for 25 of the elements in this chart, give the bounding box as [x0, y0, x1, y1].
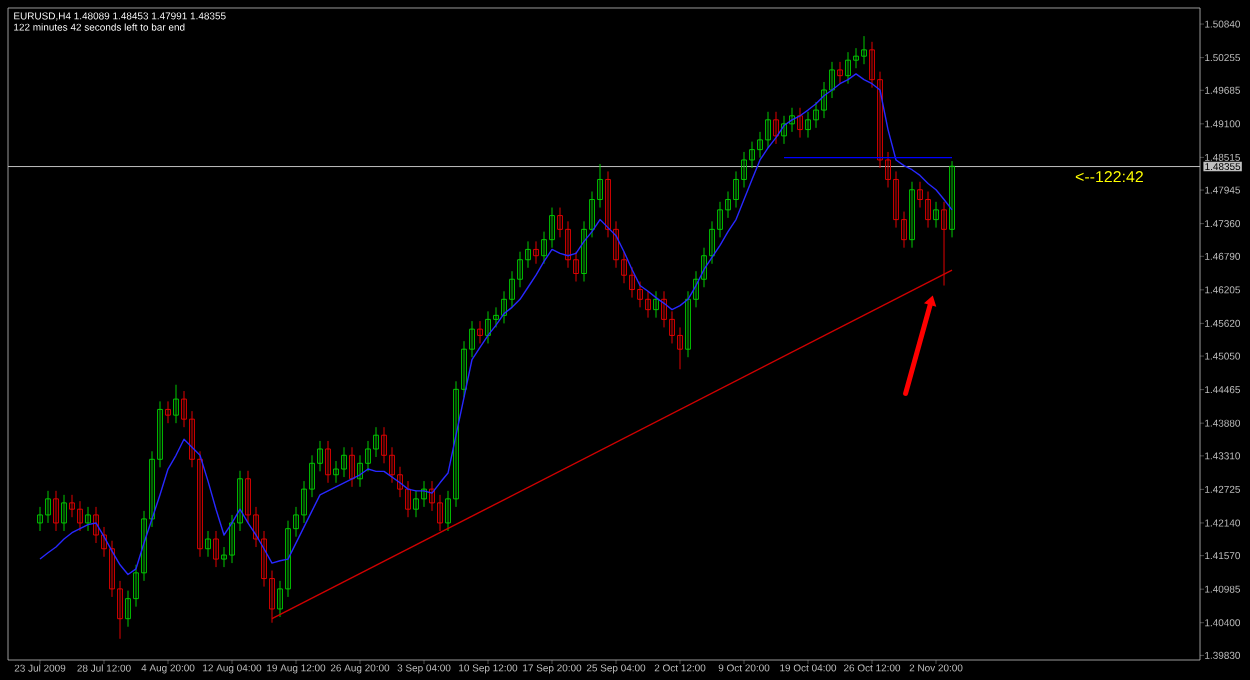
candlestick: [925, 190, 931, 229]
candlestick: [45, 490, 51, 524]
candlestick: [77, 500, 83, 532]
candlestick: [861, 35, 867, 65]
candlestick: [845, 51, 851, 85]
candlestick: [485, 310, 491, 344]
candlestick: [53, 490, 59, 532]
candlestick: [773, 111, 779, 145]
candlestick: [205, 530, 211, 558]
candlestick: [605, 170, 611, 238]
candlestick: [173, 384, 179, 424]
candlestick: [645, 290, 651, 319]
candlestick: [349, 446, 355, 488]
candlestick: [653, 290, 659, 319]
candlestick: [61, 494, 67, 532]
candlestick: [933, 201, 939, 229]
candlestick: [341, 446, 347, 478]
candlestick: [909, 181, 915, 249]
candlestick: [213, 530, 219, 568]
candlestick: [85, 506, 91, 532]
candlestick: [325, 440, 331, 484]
candlestick: [949, 160, 955, 238]
candlestick: [781, 115, 787, 145]
candlestick: [941, 201, 947, 287]
candlestick: [797, 107, 803, 139]
